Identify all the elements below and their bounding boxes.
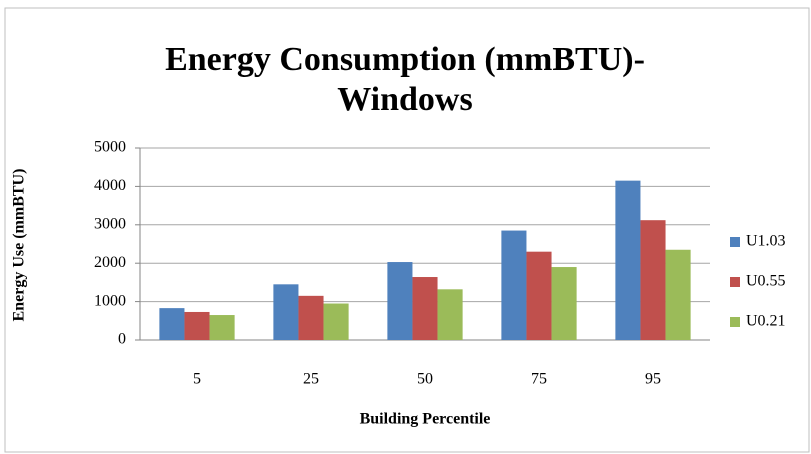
bar xyxy=(437,289,463,340)
bar xyxy=(298,295,324,340)
bar xyxy=(273,284,299,340)
bar xyxy=(159,308,185,340)
bar xyxy=(387,262,413,340)
bar xyxy=(209,315,235,340)
legend-label: U1.03 xyxy=(746,233,786,250)
chart-title: Windows xyxy=(337,81,472,118)
y-tick-label: 1000 xyxy=(94,292,126,309)
x-tick-label: 25 xyxy=(303,371,319,388)
y-tick-label: 4000 xyxy=(94,177,126,194)
y-axis-label: Energy Use (mmBTU) xyxy=(11,169,28,322)
x-tick-label: 50 xyxy=(417,371,433,388)
legend-label: U0.21 xyxy=(746,313,786,330)
x-tick-label: 75 xyxy=(531,371,547,388)
chart-border xyxy=(4,7,810,453)
bar xyxy=(665,249,691,340)
legend-swatch xyxy=(730,317,740,327)
bar xyxy=(501,230,527,340)
legend-label: U0.55 xyxy=(746,273,786,290)
bar xyxy=(526,251,552,340)
bar xyxy=(323,303,349,340)
legend-swatch xyxy=(730,277,740,287)
bar xyxy=(184,311,210,340)
y-tick-label: 0 xyxy=(118,331,126,348)
bar xyxy=(615,180,641,340)
y-tick-label: 5000 xyxy=(94,139,126,156)
legend-swatch xyxy=(730,237,740,247)
y-tick-label: 2000 xyxy=(94,254,126,271)
x-tick-label: 5 xyxy=(193,371,201,388)
y-tick-label: 3000 xyxy=(94,215,126,232)
x-axis-label: Building Percentile xyxy=(360,411,491,428)
bar xyxy=(640,220,666,340)
bar xyxy=(551,267,577,340)
chart-title: Energy Consumption (mmBTU)- xyxy=(165,41,645,78)
x-tick-label: 95 xyxy=(645,371,661,388)
bar xyxy=(412,277,438,340)
